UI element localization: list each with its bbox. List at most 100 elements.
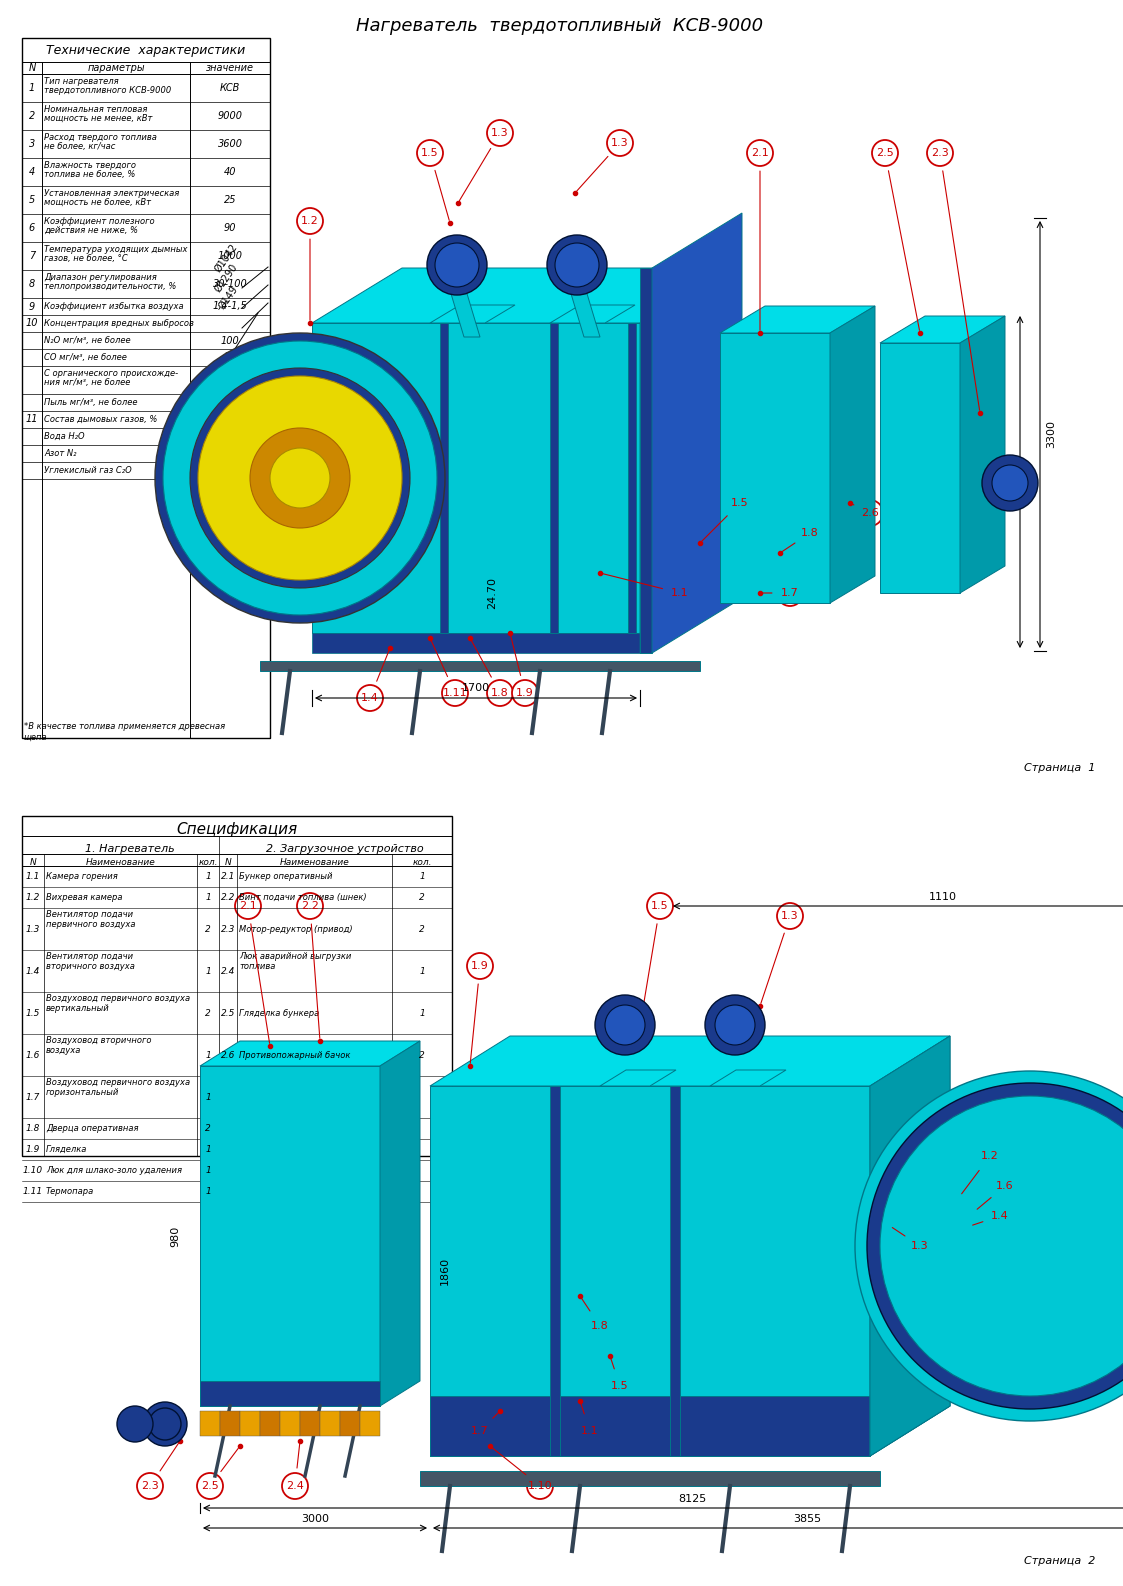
Text: 1.3: 1.3: [911, 1240, 929, 1251]
Text: Состав дымовых газов, %: Состав дымовых газов, %: [44, 416, 157, 423]
Polygon shape: [312, 633, 640, 653]
Text: 2: 2: [29, 111, 35, 121]
Text: Камера горения: Камера горения: [46, 872, 118, 880]
Polygon shape: [200, 1040, 420, 1066]
Text: 2.5: 2.5: [221, 1009, 235, 1018]
Text: 1700: 1700: [462, 684, 490, 693]
Circle shape: [705, 994, 765, 1055]
Text: 3000: 3000: [301, 1515, 329, 1524]
Text: 4: 4: [29, 167, 35, 178]
Circle shape: [282, 1473, 308, 1499]
Polygon shape: [430, 1086, 870, 1456]
Text: 1.7: 1.7: [472, 1426, 489, 1435]
Text: 1.5: 1.5: [731, 498, 749, 508]
Text: параметры: параметры: [88, 63, 145, 73]
Circle shape: [442, 680, 468, 706]
Text: Ø149: Ø149: [217, 284, 240, 311]
Text: 1.10: 1.10: [22, 1166, 43, 1175]
Text: 40: 40: [223, 167, 236, 178]
Text: 3: 3: [29, 140, 35, 149]
Circle shape: [527, 1473, 553, 1499]
Text: 1110: 1110: [929, 891, 957, 902]
Text: топлива: топлива: [239, 963, 275, 971]
Text: 2.2: 2.2: [221, 893, 235, 902]
Text: 17: 17: [223, 466, 236, 476]
Text: 1.11: 1.11: [442, 688, 467, 698]
Polygon shape: [261, 661, 700, 671]
Text: 2.1: 2.1: [239, 901, 257, 910]
Polygon shape: [449, 287, 480, 336]
Text: твердотопливного КСВ-9000: твердотопливного КСВ-9000: [44, 86, 171, 95]
Text: 1.6: 1.6: [26, 1050, 40, 1059]
Text: Расход твердого топлива: Расход твердого топлива: [44, 133, 157, 143]
Text: Влажность твердого: Влажность твердого: [44, 162, 136, 170]
Text: 1.2: 1.2: [982, 1151, 998, 1161]
Text: Азот N₂: Азот N₂: [44, 449, 76, 458]
Circle shape: [667, 580, 693, 606]
Text: вертикальный: вертикальный: [46, 1004, 110, 1013]
Polygon shape: [312, 268, 730, 324]
Text: 11: 11: [26, 414, 38, 425]
Circle shape: [117, 1407, 153, 1442]
Text: Наименование: Наименование: [85, 858, 155, 868]
Text: 1860: 1860: [440, 1258, 450, 1285]
Text: 1.6: 1.6: [996, 1182, 1014, 1191]
Text: 2.2: 2.2: [301, 901, 319, 910]
FancyBboxPatch shape: [320, 1412, 340, 1435]
Circle shape: [987, 1204, 1013, 1229]
Circle shape: [198, 376, 402, 580]
Text: 8: 8: [29, 279, 35, 289]
Text: Установленная электрическая: Установленная электрическая: [44, 189, 180, 198]
Text: 2185: 2185: [1024, 468, 1034, 496]
FancyBboxPatch shape: [220, 1412, 240, 1435]
Text: 2. Загрузочное устройство: 2. Загрузочное устройство: [266, 844, 423, 853]
Text: 2.1: 2.1: [221, 872, 235, 880]
FancyBboxPatch shape: [340, 1412, 360, 1435]
Text: 1: 1: [206, 966, 211, 975]
Text: 2.4: 2.4: [286, 1481, 304, 1491]
Text: Диапазон регулирования: Диапазон регулирования: [44, 273, 157, 282]
FancyBboxPatch shape: [22, 817, 451, 1156]
Text: 1.8: 1.8: [491, 688, 509, 698]
Text: 1.3: 1.3: [26, 925, 40, 934]
Text: 67,3: 67,3: [219, 449, 241, 458]
Text: 1. Нагреватель: 1. Нагреватель: [84, 844, 174, 853]
Polygon shape: [652, 213, 742, 653]
Text: 1000: 1000: [218, 251, 243, 262]
Circle shape: [555, 243, 599, 287]
Polygon shape: [440, 324, 448, 633]
Text: Страница  1: Страница 1: [1024, 763, 1095, 772]
Text: газов, не более, °С: газов, не более, °С: [44, 254, 128, 263]
Polygon shape: [600, 1071, 676, 1086]
Text: 80: 80: [223, 352, 236, 363]
Circle shape: [487, 680, 513, 706]
Polygon shape: [720, 333, 830, 603]
Text: топлива не более, %: топлива не более, %: [44, 170, 136, 179]
Circle shape: [857, 500, 883, 527]
Text: *В качестве топлива применяется древесная
щепа: *В качестве топлива применяется древесна…: [24, 722, 225, 741]
Text: Вентилятор подачи: Вентилятор подачи: [46, 910, 134, 918]
Text: 2.4: 2.4: [221, 966, 235, 975]
Text: Люк для шлако-золо удаления: Люк для шлако-золо удаления: [46, 1166, 182, 1175]
FancyBboxPatch shape: [280, 1412, 300, 1435]
Text: Номинальная тепловая: Номинальная тепловая: [44, 105, 147, 114]
FancyBboxPatch shape: [240, 1412, 261, 1435]
Circle shape: [149, 1408, 181, 1440]
Polygon shape: [670, 1086, 681, 1456]
Text: КСВ: КСВ: [220, 82, 240, 94]
Polygon shape: [640, 268, 730, 633]
Circle shape: [417, 140, 442, 167]
Text: 1: 1: [419, 966, 424, 975]
Text: 1.3: 1.3: [782, 910, 798, 921]
Circle shape: [143, 1402, 188, 1446]
Text: действия не ниже, %: действия не ниже, %: [44, 225, 138, 235]
Text: 2.6: 2.6: [861, 508, 879, 519]
Circle shape: [871, 140, 898, 167]
Text: 1,4-1,5: 1,4-1,5: [212, 301, 247, 311]
Circle shape: [608, 1373, 633, 1399]
Text: 3855: 3855: [794, 1515, 822, 1524]
Text: горизонтальный: горизонтальный: [46, 1088, 119, 1098]
Text: 1.1: 1.1: [26, 872, 40, 880]
Circle shape: [155, 333, 445, 623]
Text: Концентрация вредных выбросов: Концентрация вредных выбросов: [44, 319, 194, 328]
